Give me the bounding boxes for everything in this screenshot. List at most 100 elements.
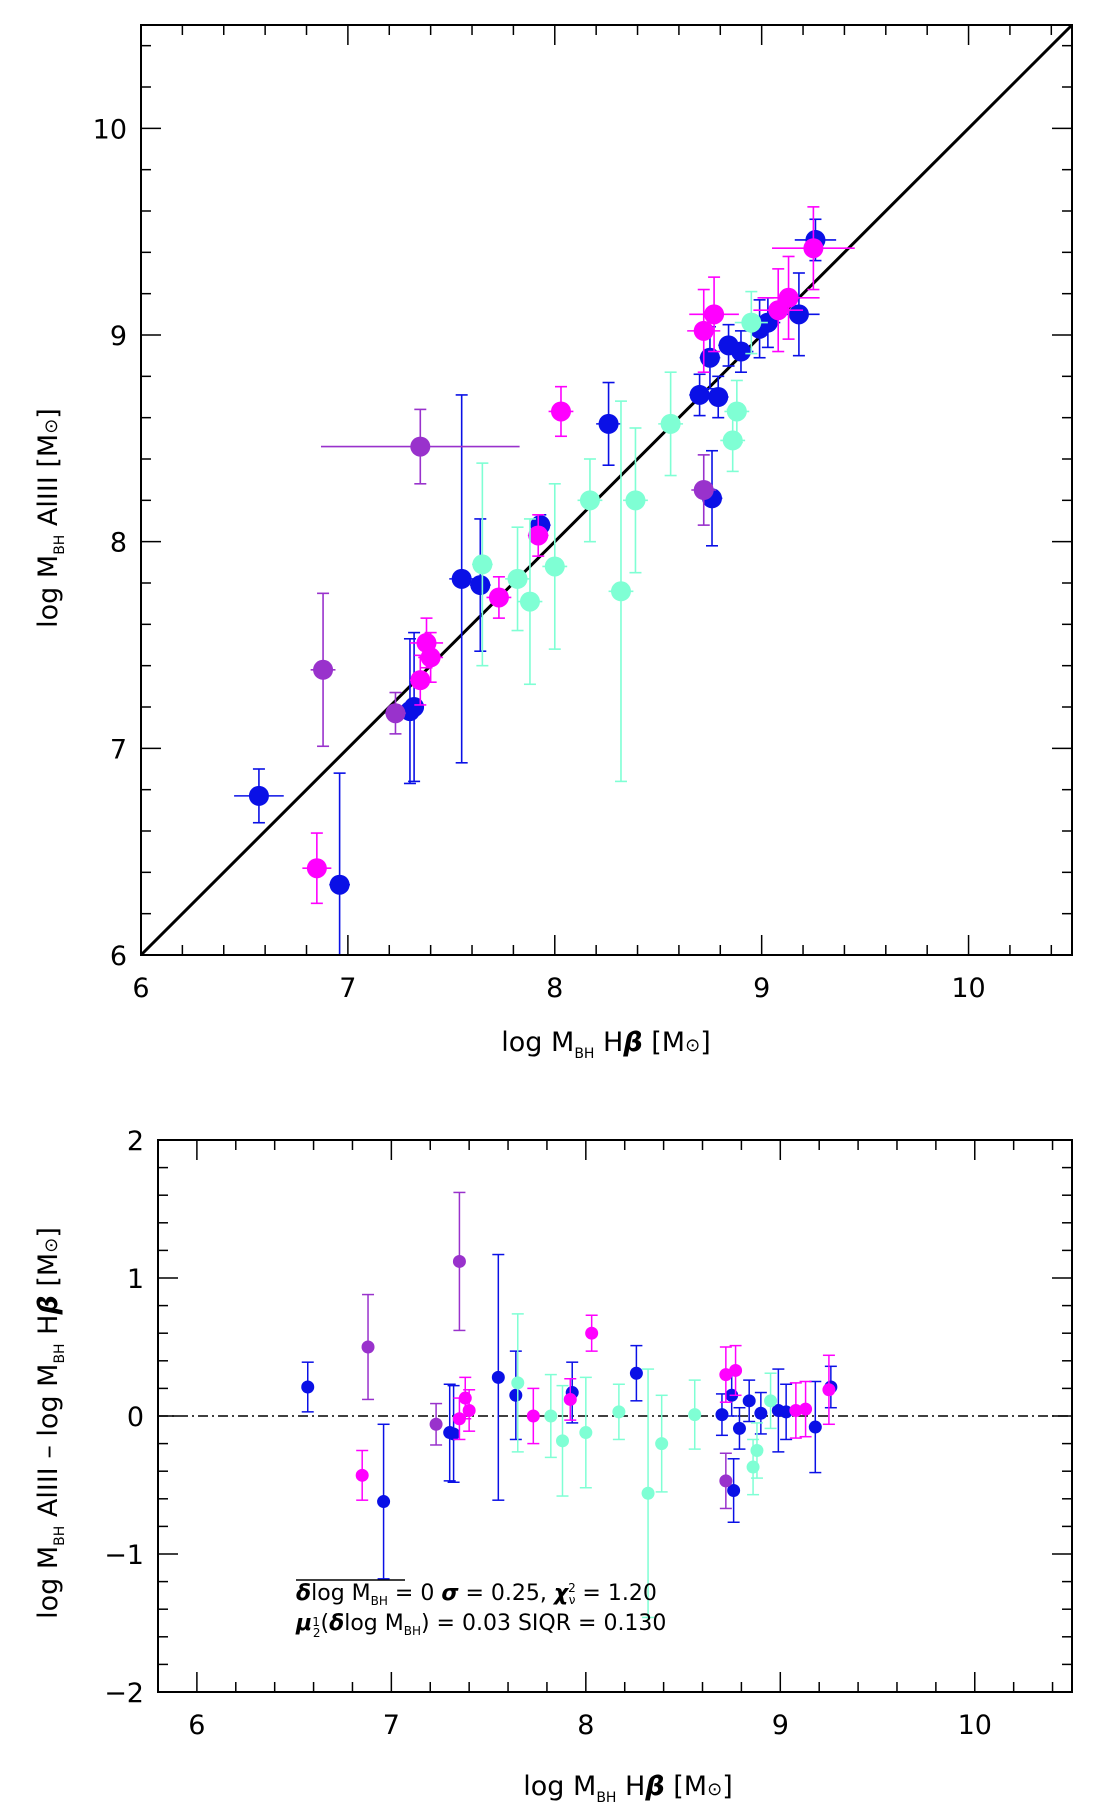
top-panel-xlabel: log MBH Hβ [M⊙] — [501, 1027, 710, 1062]
x-tick-label: 10 — [958, 1710, 992, 1741]
blue-data-point — [598, 413, 619, 434]
bottom-panel-ylabel: log MBH AlIII – log MBH Hβ [M⊙] — [33, 1227, 68, 1619]
aquamarine-data-point — [764, 1394, 778, 1408]
aquamarine-data-point — [610, 581, 631, 602]
purple-data-point — [719, 1474, 733, 1488]
blue-data-point — [377, 1495, 391, 1509]
y-tick-label: −1 — [104, 1540, 144, 1571]
one-to-one-line — [139, 23, 1074, 957]
top-panel-reference-line — [139, 23, 1074, 957]
blue-series — [234, 218, 837, 955]
blue-series — [301, 1253, 838, 1580]
aquamarine-data-point — [741, 312, 762, 333]
magenta-data-point — [822, 1383, 836, 1397]
aquamarine-data-point — [688, 1408, 702, 1422]
magenta-data-point — [526, 1409, 540, 1423]
x-tick-label: 8 — [546, 973, 563, 1004]
x-tick-label: 7 — [339, 973, 356, 1004]
y-tick-label: 10 — [93, 114, 127, 145]
x-tick-label: 9 — [772, 1710, 789, 1741]
purple-data-point — [693, 480, 714, 500]
magenta-data-point — [355, 1468, 369, 1482]
aquamarine-series — [472, 290, 768, 783]
x-tick-label: 6 — [132, 973, 149, 1004]
magenta-data-point — [410, 670, 431, 691]
magenta-data-point — [462, 1403, 476, 1417]
blue-data-point — [699, 347, 720, 368]
bottom-panel-ticks — [157, 1139, 1072, 1693]
stats-line-1: δlog MBH = 0 σ = 0.25, χ2 ν = 1.20 — [296, 1581, 657, 1608]
top-panel-ylabel: log MBH AlIII [M⊙] — [33, 408, 68, 628]
y-tick-label: 7 — [110, 734, 127, 765]
purple-data-point — [429, 1417, 443, 1431]
y-tick-label: 2 — [127, 1126, 144, 1157]
blue-data-point — [779, 1405, 793, 1419]
top-panel-frame — [140, 24, 1073, 956]
blue-data-point — [689, 384, 710, 405]
blue-data-point — [742, 1394, 756, 1408]
aquamarine-data-point — [612, 1405, 626, 1419]
bottom-panel-xlabel: log MBH Hβ [M⊙] — [523, 1771, 732, 1806]
x-tick-label: 7 — [383, 1710, 400, 1741]
bottom-panel: 6 7 8 9 10 −2 −1 0 1 2 δlog MBH = 0 σ = 0.25, χ2 ν… — [33, 1126, 1073, 1806]
magenta-data-point — [306, 858, 327, 879]
stats-line-2: μ1 2(δlog MBH) = 0.03 SIQR = 0.130 — [295, 1611, 666, 1640]
magenta-data-point — [550, 401, 571, 422]
x-tick-label: 10 — [951, 973, 985, 1004]
y-tick-label: 6 — [110, 941, 127, 972]
blue-data-point — [509, 1388, 523, 1402]
blue-data-point — [470, 575, 491, 596]
blue-data-point — [451, 568, 472, 589]
magenta-data-point — [803, 238, 824, 259]
magenta-data-point — [729, 1363, 743, 1377]
aquamarine-data-point — [472, 554, 493, 575]
magenta-data-point — [799, 1402, 813, 1416]
y-tick-label: 1 — [127, 1264, 144, 1295]
blue-data-point — [301, 1380, 315, 1394]
blue-data-point — [491, 1370, 505, 1384]
aquamarine-data-point — [655, 1437, 669, 1451]
y-tick-label: 8 — [110, 528, 127, 559]
magenta-data-point — [704, 304, 725, 325]
magenta-series — [302, 206, 855, 905]
blue-data-point — [808, 1420, 822, 1434]
magenta-data-point — [528, 525, 549, 546]
top-panel-data-marks — [234, 206, 855, 955]
blue-data-point — [730, 341, 751, 362]
blue-data-point — [715, 1408, 729, 1422]
aquamarine-data-point — [579, 1426, 593, 1440]
x-tick-label: 9 — [753, 973, 770, 1004]
magenta-data-point — [420, 647, 441, 668]
aquamarine-data-point — [507, 568, 528, 589]
aquamarine-series — [511, 1313, 778, 1619]
top-panel: 6 7 8 9 10 6 7 8 9 10 log MBH Hβ [M⊙] log MBH AlI… — [33, 23, 1074, 1062]
purple-data-point — [361, 1340, 375, 1354]
blue-data-point — [754, 1406, 768, 1420]
magenta-data-point — [693, 320, 714, 341]
aquamarine-data-point — [750, 1444, 764, 1457]
magenta-data-point — [789, 1403, 803, 1417]
purple-data-point — [313, 659, 334, 680]
blue-data-point — [732, 1421, 746, 1435]
magenta-data-point — [488, 587, 509, 608]
blue-data-point — [629, 1366, 643, 1380]
magenta-series — [355, 1314, 836, 1501]
magenta-data-point — [719, 1368, 733, 1382]
blue-data-point — [248, 785, 269, 806]
magenta-data-point — [585, 1326, 599, 1340]
magenta-data-point — [778, 287, 799, 308]
top-panel-tick-labels: 6 7 8 9 10 6 7 8 9 10 — [93, 114, 986, 1004]
blue-data-point — [727, 1484, 741, 1498]
aquamarine-data-point — [519, 591, 540, 612]
purple-series — [310, 408, 717, 748]
purple-data-point — [385, 703, 406, 724]
bottom-panel-tick-labels: 6 7 8 9 10 −2 −1 0 1 2 — [104, 1126, 992, 1741]
aquamarine-data-point — [579, 490, 600, 511]
purple-series — [361, 1191, 733, 1510]
aquamarine-data-point — [722, 430, 743, 451]
blue-data-point — [788, 304, 809, 325]
aquamarine-data-point — [726, 401, 747, 422]
blue-data-point — [708, 387, 729, 407]
blue-data-point — [447, 1427, 461, 1441]
